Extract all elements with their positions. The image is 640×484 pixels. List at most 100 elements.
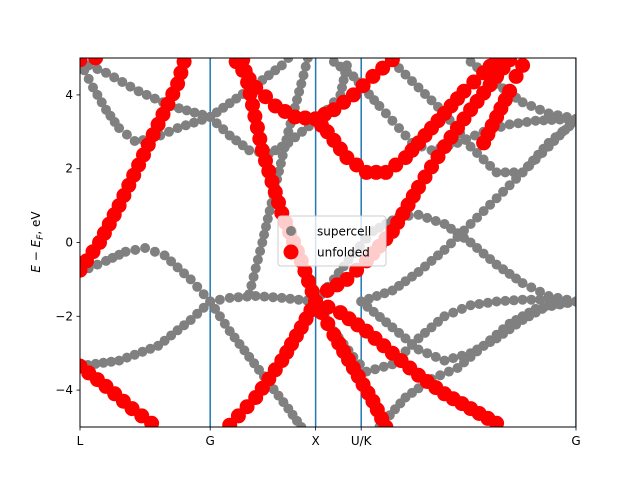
supercell-point — [192, 308, 203, 319]
unfolded-point — [144, 415, 160, 427]
supercell-point — [413, 209, 424, 220]
y-axis-label-sub: F — [36, 234, 46, 240]
x-tick-label: U/K — [351, 434, 373, 448]
supercell-point — [283, 58, 294, 63]
supercell-point — [159, 250, 170, 261]
supercell-point — [524, 160, 535, 171]
supercell-point — [465, 141, 476, 152]
supercell-point — [179, 268, 190, 279]
supercell-point — [252, 254, 263, 265]
supercell-point — [504, 119, 515, 130]
supercell-point — [426, 322, 437, 333]
y-tick-label: 4 — [65, 88, 73, 102]
supercell-point — [482, 297, 493, 308]
supercell-point — [137, 346, 148, 357]
supercell-point — [537, 148, 548, 158]
y-axis-ticks: 4 2 0 −2 −4 — [55, 88, 80, 397]
supercell-point — [459, 225, 469, 236]
supercell-point — [472, 212, 483, 223]
supercell-point — [129, 349, 140, 360]
supercell-point — [125, 81, 136, 92]
supercell-point — [233, 292, 244, 303]
supercell-point — [129, 136, 140, 146]
supercell-point — [552, 110, 563, 121]
supercell-point — [491, 329, 502, 340]
supercell-point — [435, 370, 446, 381]
legend-label-supercell: supercell — [317, 225, 371, 239]
supercell-point — [90, 358, 101, 369]
x-tick-label: X — [312, 434, 320, 448]
unfolded-point — [502, 83, 518, 99]
supercell-point — [546, 301, 557, 311]
supercell-point — [181, 105, 192, 116]
x-axis-ticks: L G X U/K G — [77, 427, 581, 448]
supercell-point — [491, 167, 502, 178]
supercell-point — [197, 114, 207, 125]
supercell-point — [400, 333, 411, 344]
supercell-point — [508, 167, 519, 178]
supercell-point — [96, 97, 107, 108]
supercell-point — [472, 243, 483, 253]
supercell-point — [185, 274, 196, 285]
supercell-point — [500, 167, 511, 178]
unfolded-point — [345, 87, 361, 103]
supercell-point — [219, 318, 230, 329]
supercell-point — [465, 219, 476, 229]
y-axis-label-main: E − E — [29, 239, 43, 272]
supercell-point — [426, 95, 437, 106]
supercell-point — [460, 134, 471, 145]
unfolded-point — [237, 63, 253, 79]
supercell-point — [120, 246, 131, 257]
supercell-point — [276, 60, 287, 71]
supercell-point — [526, 282, 537, 293]
unfolded-point — [240, 74, 256, 90]
unfolded-point — [355, 78, 371, 94]
supercell-point — [198, 302, 209, 313]
supercell-point — [246, 280, 257, 291]
y-tick-label: 0 — [65, 236, 73, 250]
unfolded-point — [320, 299, 336, 315]
supercell-point — [172, 262, 183, 273]
x-tick-label: G — [206, 434, 215, 448]
supercell-point — [400, 69, 411, 80]
supercell-point — [224, 292, 235, 303]
supercell-point — [413, 344, 424, 355]
supercell-point — [513, 118, 524, 129]
supercell-point — [446, 238, 456, 249]
supercell-point — [294, 86, 305, 97]
supercell-point — [83, 73, 94, 84]
supercell-point — [259, 291, 270, 302]
supercell-point — [530, 303, 541, 314]
supercell-point — [491, 296, 502, 307]
supercell-point — [530, 115, 541, 126]
supercell-point — [140, 243, 151, 253]
supercell-point — [173, 103, 184, 114]
supercell-point — [538, 115, 549, 126]
supercell-point — [448, 353, 459, 364]
supercell-point — [250, 263, 261, 274]
supercell-point — [133, 86, 144, 97]
supercell-point — [561, 112, 572, 122]
x-tick-label: L — [77, 434, 84, 448]
unfolded-point — [245, 97, 260, 113]
supercell-point — [517, 294, 528, 305]
supercell-point — [430, 351, 441, 362]
legend-marker-supercell — [286, 226, 296, 236]
supercell-point — [296, 78, 307, 89]
supercell-point — [535, 286, 545, 297]
supercell-point — [364, 293, 374, 304]
unfolded-point — [515, 58, 531, 73]
supercell-point — [543, 291, 554, 301]
y-axis-label-unit: , eV — [29, 211, 43, 235]
unfolded-point — [308, 294, 324, 309]
supercell-point — [277, 150, 288, 161]
supercell-point — [80, 65, 90, 76]
supercell-point — [92, 64, 103, 75]
unfolded-point — [176, 58, 192, 70]
supercell-point — [296, 422, 307, 427]
supercell-point — [498, 186, 509, 197]
supercell-point — [443, 366, 454, 377]
supercell-point — [302, 58, 313, 63]
supercell-point — [491, 193, 502, 204]
supercell-point — [290, 132, 301, 143]
